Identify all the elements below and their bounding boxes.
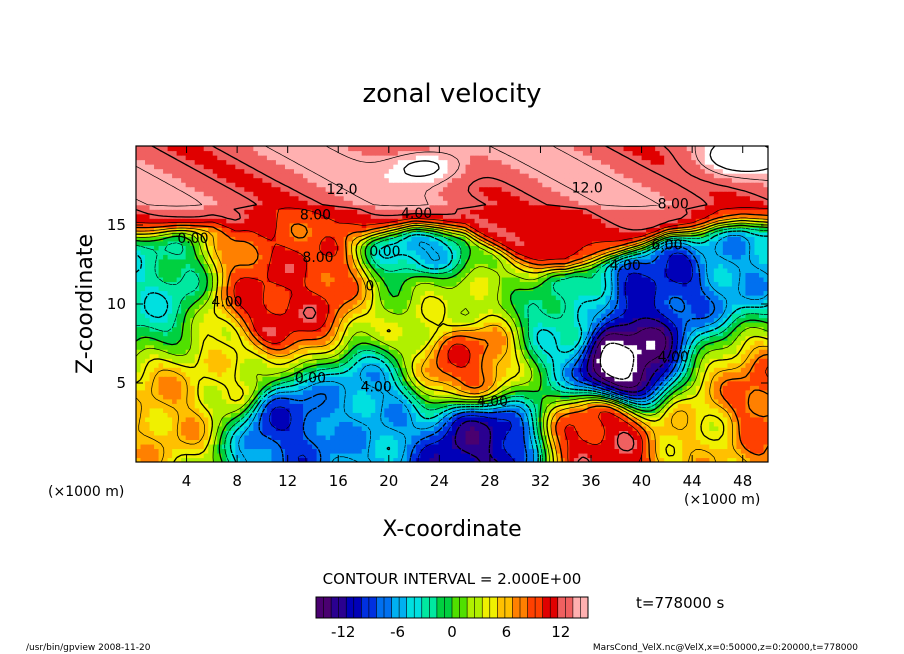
contour-interval: CONTOUR INTERVAL = 2.000E+00 xyxy=(323,570,582,588)
x-tick-label: 8 xyxy=(232,472,242,490)
contour-line xyxy=(593,327,667,388)
x-tick-label: 36 xyxy=(581,472,600,490)
contour-label: 4.00 xyxy=(658,350,689,366)
x-tick-label: 16 xyxy=(329,472,348,490)
contour-line xyxy=(136,217,768,462)
contour-label: 8.00 xyxy=(300,208,331,224)
contour-line xyxy=(136,146,768,207)
colorbar-tick-label: 12 xyxy=(551,623,570,641)
x-axis-label: X-coordinate xyxy=(382,517,521,542)
x-tick-label: 32 xyxy=(531,472,550,490)
contour-line xyxy=(599,342,635,380)
x-tick-label: 20 xyxy=(379,472,398,490)
colorbar-tick-label: -6 xyxy=(390,623,405,641)
contour-line xyxy=(136,230,768,462)
contour-label: 12.0 xyxy=(326,182,357,198)
contour-line xyxy=(454,317,674,462)
contour-line xyxy=(136,227,768,462)
contour-label: 4.00 xyxy=(610,258,641,274)
x-tick-label: 28 xyxy=(480,472,499,490)
contour-line xyxy=(136,222,768,462)
contour-label: 4.00 xyxy=(401,206,432,222)
colorbar-tick-label: -12 xyxy=(331,623,356,641)
y-tick-label: 10 xyxy=(107,295,126,313)
x-tick-label: 40 xyxy=(632,472,651,490)
contour-label: 8.00 xyxy=(658,197,689,213)
contour-line xyxy=(136,219,768,462)
contour-line xyxy=(136,213,768,462)
contour-line xyxy=(403,146,768,177)
y-axis-ticks: 5 10 15 xyxy=(107,216,768,392)
x-tick-label: 44 xyxy=(683,472,702,490)
contour-label: 4.00 xyxy=(211,294,242,310)
x-tick-label: 48 xyxy=(733,472,752,490)
contour-labels: 12.0 12.0 8.00 4.00 8.00 0.00 8.00 0.00 0 6.00 4.0… xyxy=(177,181,688,410)
x-axis-ticks: 4 8 12 16 20 24 28 32 36 40 44 48 xyxy=(182,146,752,490)
contour-line xyxy=(136,224,768,462)
contour-label: 4.00 xyxy=(361,380,392,396)
footer-left: /usr/bin/gpview 2008-11-20 xyxy=(26,643,151,653)
x-tick-label: 24 xyxy=(430,472,449,490)
chart-title: zonal velocity xyxy=(362,79,541,109)
contour-label: 8.00 xyxy=(302,250,333,266)
contour-line xyxy=(269,252,693,462)
contour-line xyxy=(136,146,768,462)
colorbar-tick-label: 0 xyxy=(447,623,457,641)
contour-label: 12.0 xyxy=(572,181,603,197)
colorbar-ticks: -12 -6 0 6 12 xyxy=(331,623,570,641)
colorbar-tick-label: 6 xyxy=(502,623,512,641)
x-tick-label: 4 xyxy=(182,472,192,490)
contour-label: 0 xyxy=(365,279,374,295)
footer-right: MarsCond_VelX.nc@VelX,x=0:50000,z=0:2000… xyxy=(593,643,858,653)
colorbar-frame xyxy=(315,596,589,619)
x-axis-unit-left: (×1000 m) xyxy=(48,484,124,500)
contour-lines xyxy=(136,146,768,462)
contour-line xyxy=(136,207,768,462)
contour-line xyxy=(238,235,768,462)
contour-line xyxy=(258,245,716,462)
y-tick-label: 15 xyxy=(107,216,126,234)
colorbar xyxy=(316,597,589,618)
x-tick-label: 12 xyxy=(278,472,297,490)
contour-label: 0.00 xyxy=(177,231,208,247)
contour-label: 4.00 xyxy=(477,394,508,410)
contour-label: 0.00 xyxy=(369,244,400,260)
x-axis-unit-right: (×1000 m) xyxy=(684,492,760,508)
contour-label: 0.00 xyxy=(295,370,326,386)
time-label: t=778000 s xyxy=(636,594,724,612)
y-tick-label: 5 xyxy=(116,374,126,392)
contour-label: 6.00 xyxy=(651,238,682,254)
y-axis-label: Z-coordinate xyxy=(73,234,98,374)
